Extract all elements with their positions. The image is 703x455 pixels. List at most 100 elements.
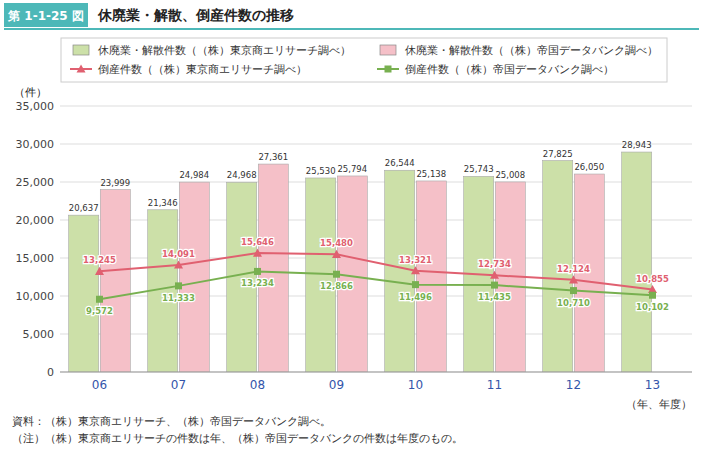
bar-label: 25,530 bbox=[306, 166, 336, 176]
legend-item: 休廃業・解散件数（（株）帝国データバンク調べ） bbox=[380, 44, 658, 57]
grid-line bbox=[60, 144, 692, 145]
bar-label: 24,968 bbox=[227, 170, 257, 180]
line-label: 12,734 bbox=[478, 259, 511, 269]
line-marker bbox=[332, 250, 341, 258]
line-label: 10,102 bbox=[636, 302, 669, 312]
bar-label: 23,999 bbox=[100, 178, 130, 188]
x-axis: 0607080910111213（年、年度） bbox=[60, 372, 692, 410]
x-tick-label: 09 bbox=[329, 378, 344, 392]
line-marker bbox=[412, 281, 419, 288]
line-label: 10,855 bbox=[636, 274, 669, 284]
legend-label: 休廃業・解散件数（（株）帝国データバンク調べ） bbox=[405, 44, 658, 57]
bar-label: 26,544 bbox=[385, 158, 415, 168]
line-marker bbox=[491, 282, 498, 289]
line-label: 13,245 bbox=[83, 255, 116, 265]
chart: 第 1-1-25 図休廃業・解散、倒産件数の推移 0 5,000 10,000 15,0… bbox=[0, 0, 703, 455]
x-axis-label: （年、年度） bbox=[626, 398, 692, 410]
title-area: 第 1-1-25 図休廃業・解散、倒産件数の推移 bbox=[4, 3, 699, 30]
marks bbox=[69, 152, 657, 372]
footnote: （注）（株）東京商エリサーチの件数は年、（株）帝国データバンクの件数は年度のもの… bbox=[12, 432, 463, 444]
bar-label: 20,637 bbox=[69, 203, 99, 213]
y-tick-label: 10,000 bbox=[16, 290, 55, 303]
legend: 休廃業・解散件数（（株）東京商エリサーチ調べ） 休廃業・解散件数（（株）帝国データ… bbox=[61, 38, 667, 82]
x-tick-label: 07 bbox=[171, 378, 186, 392]
line-label: 11,496 bbox=[399, 292, 432, 302]
y-tick-label: 5,000 bbox=[23, 328, 55, 341]
y-tick-label: 0 bbox=[47, 366, 54, 379]
title: 休廃業・解散、倒産件数の推移 bbox=[97, 7, 294, 23]
line-marker bbox=[95, 267, 104, 275]
legend-label: 倒産件数（（株）東京商エリサーチ調べ） bbox=[98, 63, 307, 76]
y-tick-label: 20,000 bbox=[16, 214, 55, 227]
line-marker bbox=[254, 268, 261, 275]
legend-label: 倒産件数（（株）帝国データバンク調べ） bbox=[405, 63, 614, 76]
y-tick-label: 15,000 bbox=[16, 252, 55, 265]
x-tick-label: 06 bbox=[92, 378, 107, 392]
legend-swatch bbox=[73, 45, 89, 55]
line-label: 14,091 bbox=[162, 249, 195, 259]
legend-frame bbox=[61, 38, 667, 82]
bar-label: 24,984 bbox=[179, 170, 209, 180]
line-marker bbox=[490, 271, 499, 279]
line-label: 13,321 bbox=[399, 255, 432, 265]
bar-label: 27,825 bbox=[543, 149, 573, 159]
bar-label: 21,346 bbox=[148, 198, 178, 208]
bar-label: 27,361 bbox=[258, 152, 288, 162]
line-marker bbox=[175, 282, 182, 289]
bar-series bbox=[100, 164, 604, 372]
bar-label: 25,743 bbox=[464, 164, 494, 174]
line-label: 10,710 bbox=[557, 298, 590, 308]
data-labels: 20,637 21,346 24,968 25,530 26,544 25,743 27,8… bbox=[69, 140, 669, 316]
bar-label: 25,008 bbox=[495, 170, 525, 180]
line-label: 11,435 bbox=[478, 292, 511, 302]
bar bbox=[69, 215, 99, 372]
grid-line bbox=[60, 106, 692, 107]
legend-item: 倒産件数（（株）東京商エリサーチ調べ） bbox=[70, 63, 307, 76]
bar-label: 26,050 bbox=[574, 162, 604, 172]
legend-label: 休廃業・解散件数（（株）東京商エリサーチ調べ） bbox=[98, 44, 351, 57]
bar-label: 28,943 bbox=[622, 140, 652, 150]
footnote: 資料：（株）東京商エリサーチ、（株）帝国データバンク調べ。 bbox=[12, 415, 331, 427]
line-label: 9,572 bbox=[86, 306, 113, 316]
y-tick-label: 35,000 bbox=[16, 100, 55, 113]
x-tick-label: 13 bbox=[645, 378, 660, 392]
line-label: 15,646 bbox=[241, 237, 274, 247]
y-tick-label: 25,000 bbox=[16, 176, 55, 189]
bar-label: 25,794 bbox=[337, 164, 367, 174]
bar bbox=[416, 181, 446, 372]
legend-marker bbox=[385, 66, 392, 73]
legend-item: 倒産件数（（株）帝国データバンク調べ） bbox=[377, 63, 614, 76]
line-marker bbox=[569, 275, 578, 283]
title-badge bbox=[4, 3, 88, 27]
line-label: 12,866 bbox=[320, 281, 353, 291]
line-marker bbox=[253, 249, 262, 257]
bar bbox=[100, 190, 130, 372]
line-label: 12,124 bbox=[557, 264, 590, 274]
line-marker bbox=[411, 266, 420, 274]
title-rule bbox=[4, 28, 699, 30]
bar bbox=[179, 182, 209, 372]
x-axis-line bbox=[60, 372, 692, 373]
y-grid bbox=[60, 106, 692, 372]
legend-swatch bbox=[380, 45, 396, 55]
legend-item: 休廃業・解散件数（（株）東京商エリサーチ調べ） bbox=[73, 44, 351, 57]
y-tick-label: 30,000 bbox=[16, 138, 55, 151]
line-series bbox=[95, 249, 657, 294]
line-marker bbox=[96, 296, 103, 303]
footnotes: 資料：（株）東京商エリサーチ、（株）帝国データバンク調べ。 （注）（株）東京商エリ… bbox=[12, 415, 463, 444]
bar bbox=[622, 152, 652, 372]
bar-series bbox=[69, 152, 652, 372]
line-marker bbox=[649, 292, 656, 299]
y-axis: 0 5,000 10,000 15,000 20,000 25,000 30,000 35,0… bbox=[14, 86, 54, 379]
bar-label: 25,138 bbox=[416, 169, 446, 179]
line-label: 15,480 bbox=[320, 238, 353, 248]
x-tick-label: 10 bbox=[408, 378, 423, 392]
grid-line bbox=[60, 372, 692, 373]
figure-number: 第 1-1-25 図 bbox=[7, 9, 84, 23]
bar bbox=[385, 170, 415, 372]
x-tick-label: 11 bbox=[487, 378, 502, 392]
x-tick-label: 12 bbox=[566, 378, 581, 392]
line-label: 11,333 bbox=[162, 293, 195, 303]
line-marker bbox=[570, 287, 577, 294]
line-label: 13,234 bbox=[241, 278, 274, 288]
